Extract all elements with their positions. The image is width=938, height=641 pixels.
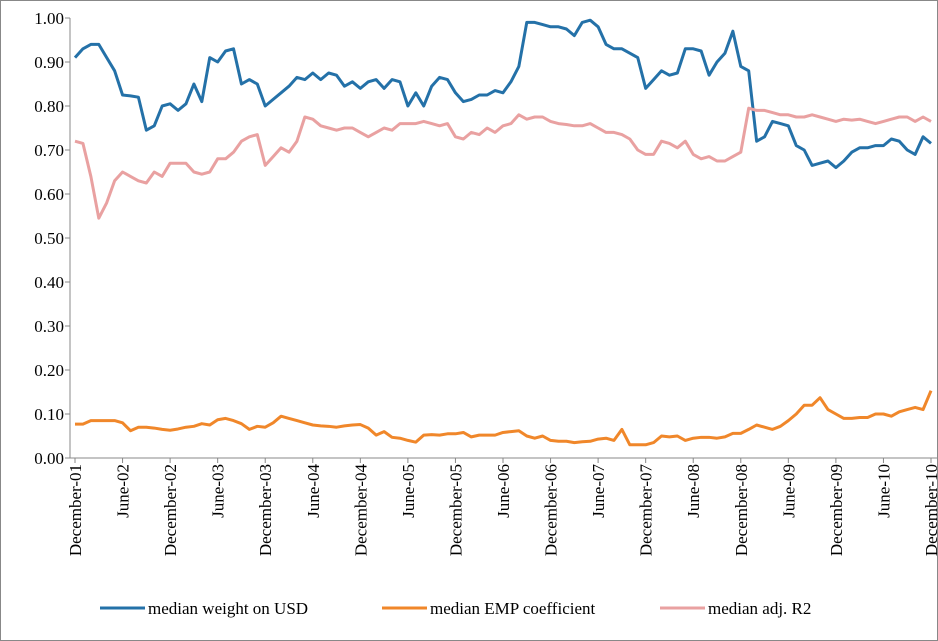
y-tick-label: 0.80: [34, 97, 64, 116]
x-tick-label: June-03: [209, 464, 228, 518]
x-tick-label: December-04: [351, 464, 370, 557]
x-tick-label: June-02: [114, 464, 133, 518]
series-line: [75, 390, 933, 447]
y-tick-label: 0.40: [34, 273, 64, 292]
x-tick-label: June-05: [399, 464, 418, 518]
y-tick-label: 0.10: [34, 405, 64, 424]
y-tick-label: 0.70: [34, 141, 64, 160]
x-tick-label: December-06: [542, 464, 561, 556]
x-tick-label: December-01: [66, 464, 85, 556]
y-tick-label: 0.30: [34, 317, 64, 336]
y-tick-label: 1.00: [34, 9, 64, 28]
x-tick-label: June-06: [494, 464, 513, 518]
x-tick-label: December-02: [161, 464, 180, 556]
x-tick-label: December-05: [446, 464, 465, 556]
series-line: [73, 18, 932, 170]
y-tick-label: 0.60: [34, 185, 64, 204]
x-tick-label: December-03: [256, 464, 275, 556]
legend-label: median adj. R2: [708, 599, 811, 618]
y-tick-label: 0.00: [34, 449, 64, 468]
y-tick-label: 0.90: [34, 53, 64, 72]
x-tick-label: June-07: [589, 464, 608, 518]
x-tick-label: June-09: [779, 464, 798, 518]
x-tick-label: December-09: [827, 464, 846, 556]
x-tick-label: June-08: [684, 464, 703, 518]
x-tick-label: December-10: [922, 464, 938, 556]
x-tick-label: December-08: [732, 464, 751, 556]
legend-label: median weight on USD: [148, 599, 308, 618]
legend-label: median EMP coefficient: [430, 599, 596, 618]
x-tick-label: June-04: [304, 464, 323, 518]
x-tick-label: December-07: [637, 464, 656, 557]
x-tick-label: June-10: [874, 464, 893, 518]
series-line: [74, 106, 932, 220]
y-tick-label: 0.20: [34, 361, 64, 380]
y-tick-label: 0.50: [34, 229, 64, 248]
